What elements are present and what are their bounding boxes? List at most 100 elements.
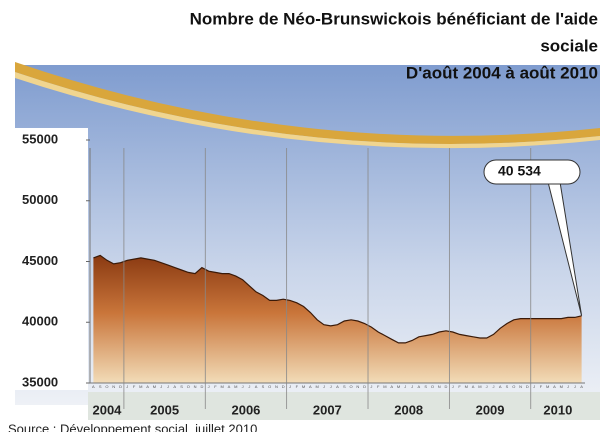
month-label: D xyxy=(119,384,122,389)
x-tick-label: 2007 xyxy=(313,402,342,417)
x-tick-label: 2005 xyxy=(150,402,179,417)
month-label: A xyxy=(499,384,502,389)
y-tick-label: 55000 xyxy=(22,131,58,146)
month-label: S xyxy=(424,384,427,389)
month-label: J xyxy=(370,384,372,389)
month-label: J xyxy=(452,384,454,389)
month-label: O xyxy=(187,384,190,389)
month-label: M xyxy=(546,384,549,389)
month-label: N xyxy=(438,384,441,389)
source: Source : Développement social, juillet 2… xyxy=(8,421,257,432)
swoosh xyxy=(15,62,600,144)
annotation: 40 534 xyxy=(498,163,541,179)
callout-pointer xyxy=(547,181,583,316)
y-tick-label: 45000 xyxy=(22,253,58,268)
month-label: D xyxy=(363,384,366,389)
chart-title: sociale xyxy=(540,36,598,55)
month-label: N xyxy=(356,384,359,389)
month-label: J xyxy=(574,384,576,389)
month-label: S xyxy=(262,384,265,389)
x-tick-label: 2009 xyxy=(476,402,505,417)
swoosh xyxy=(15,72,600,149)
month-label: D xyxy=(200,384,203,389)
month-label: M xyxy=(221,384,224,389)
month-label: A xyxy=(146,384,149,389)
month-label: J xyxy=(533,384,535,389)
month-label: F xyxy=(133,384,136,389)
month-label: M xyxy=(153,384,156,389)
month-label: J xyxy=(289,384,291,389)
chart-title: D'août 2004 à août 2010 xyxy=(406,63,598,82)
month-label: A xyxy=(228,384,231,389)
month-label: F xyxy=(458,384,461,389)
month-label: F xyxy=(296,384,299,389)
month-label: M xyxy=(560,384,563,389)
y-tick-label: 40000 xyxy=(22,314,58,329)
month-label: A xyxy=(418,384,421,389)
month-label: S xyxy=(343,384,346,389)
month-label: S xyxy=(99,384,102,389)
month-label: F xyxy=(214,384,217,389)
month-label: M xyxy=(139,384,142,389)
month-label: M xyxy=(234,384,237,389)
month-label: A xyxy=(580,384,583,389)
x-tick-label: 2004 xyxy=(92,402,122,417)
x-axis-panel xyxy=(88,392,600,420)
month-label: N xyxy=(112,384,115,389)
month-label: N xyxy=(194,384,197,389)
month-label: M xyxy=(478,384,481,389)
month-label: A xyxy=(390,384,393,389)
month-label: J xyxy=(567,384,569,389)
month-label: F xyxy=(540,384,543,389)
month-label: A xyxy=(92,384,95,389)
month-label: M xyxy=(302,384,305,389)
month-label: J xyxy=(330,384,332,389)
x-tick-label: 2008 xyxy=(394,402,423,417)
month-label: M xyxy=(465,384,468,389)
month-label: J xyxy=(167,384,169,389)
month-label: J xyxy=(404,384,406,389)
month-label: A xyxy=(553,384,556,389)
month-label: D xyxy=(526,384,529,389)
x-tick-label: 2006 xyxy=(231,402,260,417)
chart-title: Nombre de Néo-Brunswickois bénéficiant d… xyxy=(190,9,598,28)
area-line xyxy=(93,254,582,344)
month-label: J xyxy=(160,384,162,389)
month-label: D xyxy=(282,384,285,389)
month-label: J xyxy=(242,384,244,389)
month-label: A xyxy=(255,384,258,389)
month-label: A xyxy=(173,384,176,389)
month-label: A xyxy=(309,384,312,389)
month-label: J xyxy=(486,384,488,389)
y-tick-label: 50000 xyxy=(22,192,58,207)
month-label: S xyxy=(506,384,509,389)
month-label: D xyxy=(445,384,448,389)
month-label: O xyxy=(349,384,352,389)
month-label: J xyxy=(208,384,210,389)
month-label: J xyxy=(411,384,413,389)
x-tick-label: 2010 xyxy=(543,402,572,417)
month-label: O xyxy=(268,384,271,389)
month-label: J xyxy=(248,384,250,389)
callout xyxy=(483,159,581,185)
area xyxy=(93,255,582,383)
month-label: O xyxy=(431,384,434,389)
month-label: M xyxy=(383,384,386,389)
month-label: J xyxy=(492,384,494,389)
month-label: O xyxy=(512,384,515,389)
y-axis-panel xyxy=(15,128,88,390)
month-label: J xyxy=(126,384,128,389)
month-label: F xyxy=(377,384,380,389)
month-label: N xyxy=(519,384,522,389)
month-label: J xyxy=(323,384,325,389)
y-tick-label: 35000 xyxy=(22,374,58,389)
month-label: M xyxy=(397,384,400,389)
month-label: A xyxy=(472,384,475,389)
month-label: M xyxy=(315,384,318,389)
month-label: N xyxy=(275,384,278,389)
month-label: S xyxy=(180,384,183,389)
month-label: O xyxy=(105,384,108,389)
month-label: A xyxy=(336,384,339,389)
